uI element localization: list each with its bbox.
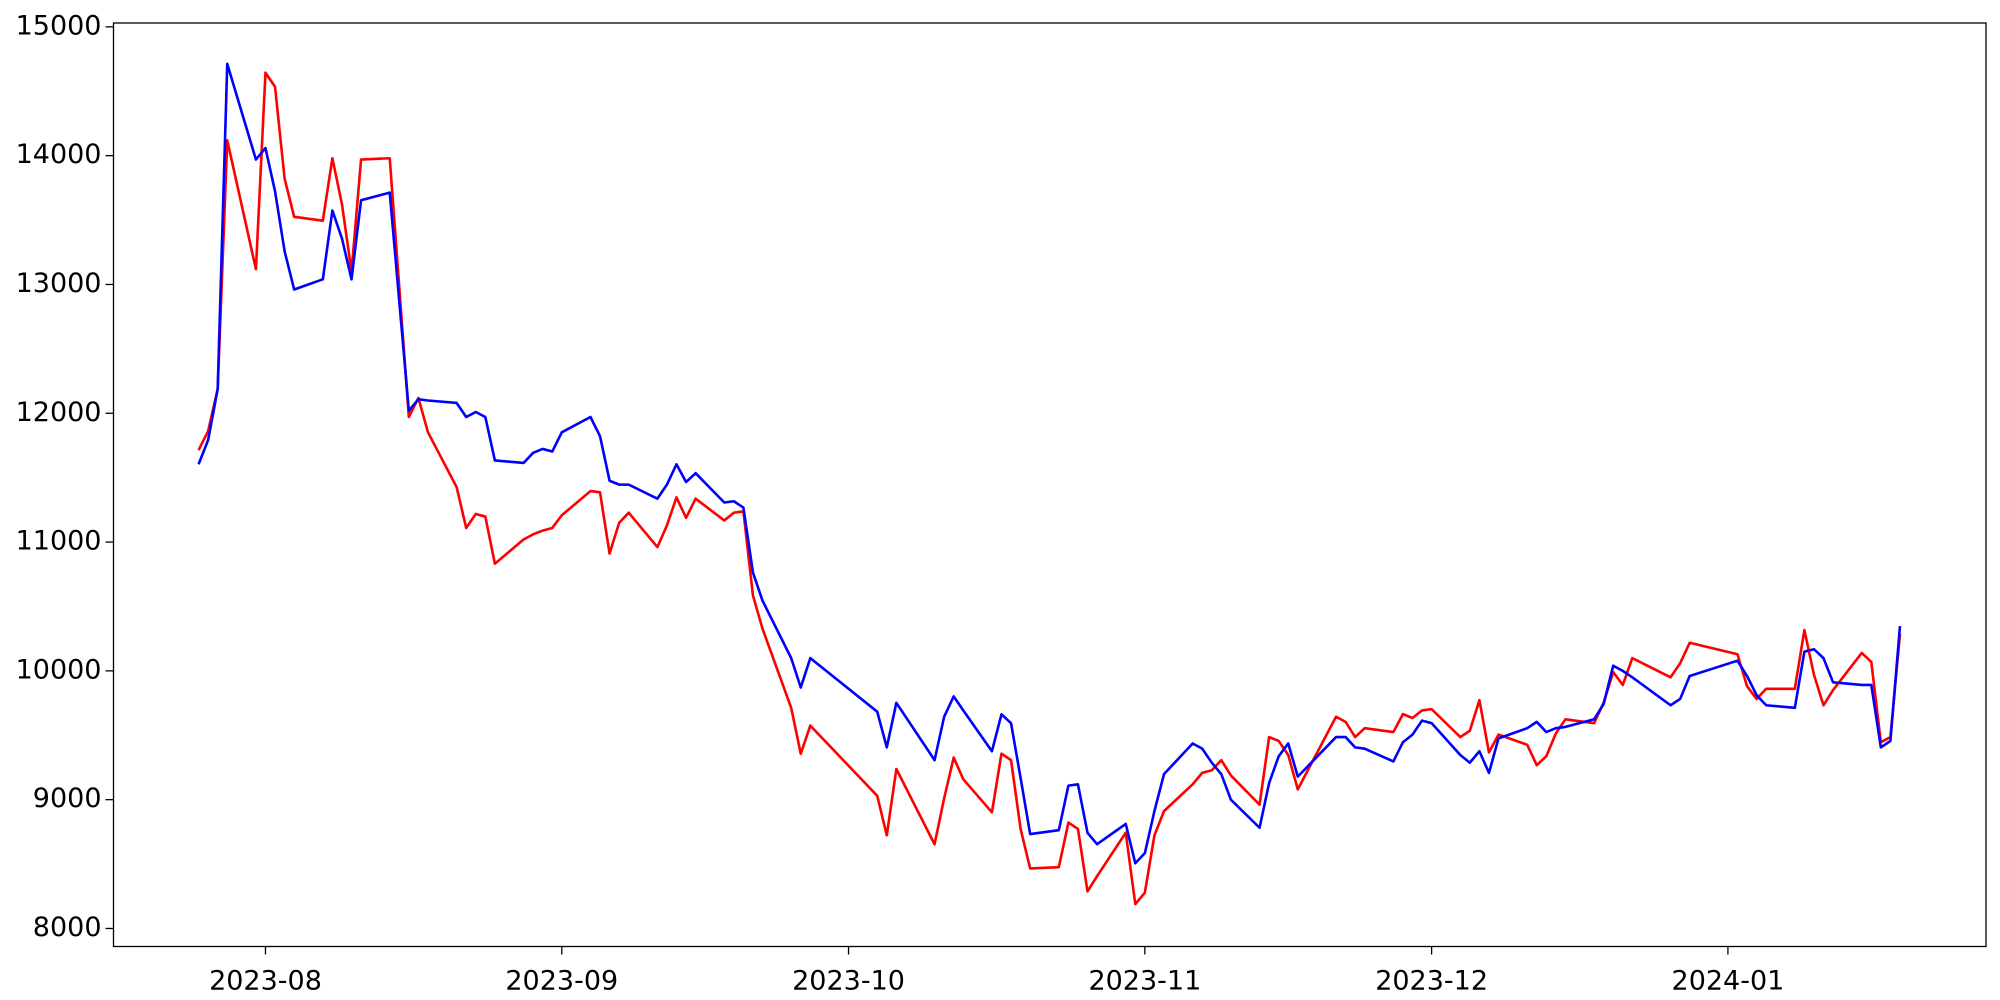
y-tick-label: 14000 [16,139,102,170]
y-tick-label: 8000 [33,912,102,943]
x-tick-label: 2023-10 [792,966,905,997]
y-tick-label: 9000 [33,783,102,814]
y-tick-label: 12000 [16,397,102,428]
plot-frame [112,22,1987,948]
y-tick-label: 13000 [16,268,102,299]
y-tick-label: 15000 [16,10,102,41]
x-tick-label: 2023-09 [505,966,618,997]
x-tick-label: 2024-01 [1672,966,1785,997]
series-line [197,62,1902,865]
x-tick-label: 2023-12 [1375,966,1488,997]
y-tick-label: 11000 [16,526,102,557]
x-tick-label: 2023-08 [209,966,322,997]
x-tick-label: 2023-11 [1088,966,1201,997]
y-tick-label: 10000 [16,654,102,685]
series-line [197,71,1902,906]
